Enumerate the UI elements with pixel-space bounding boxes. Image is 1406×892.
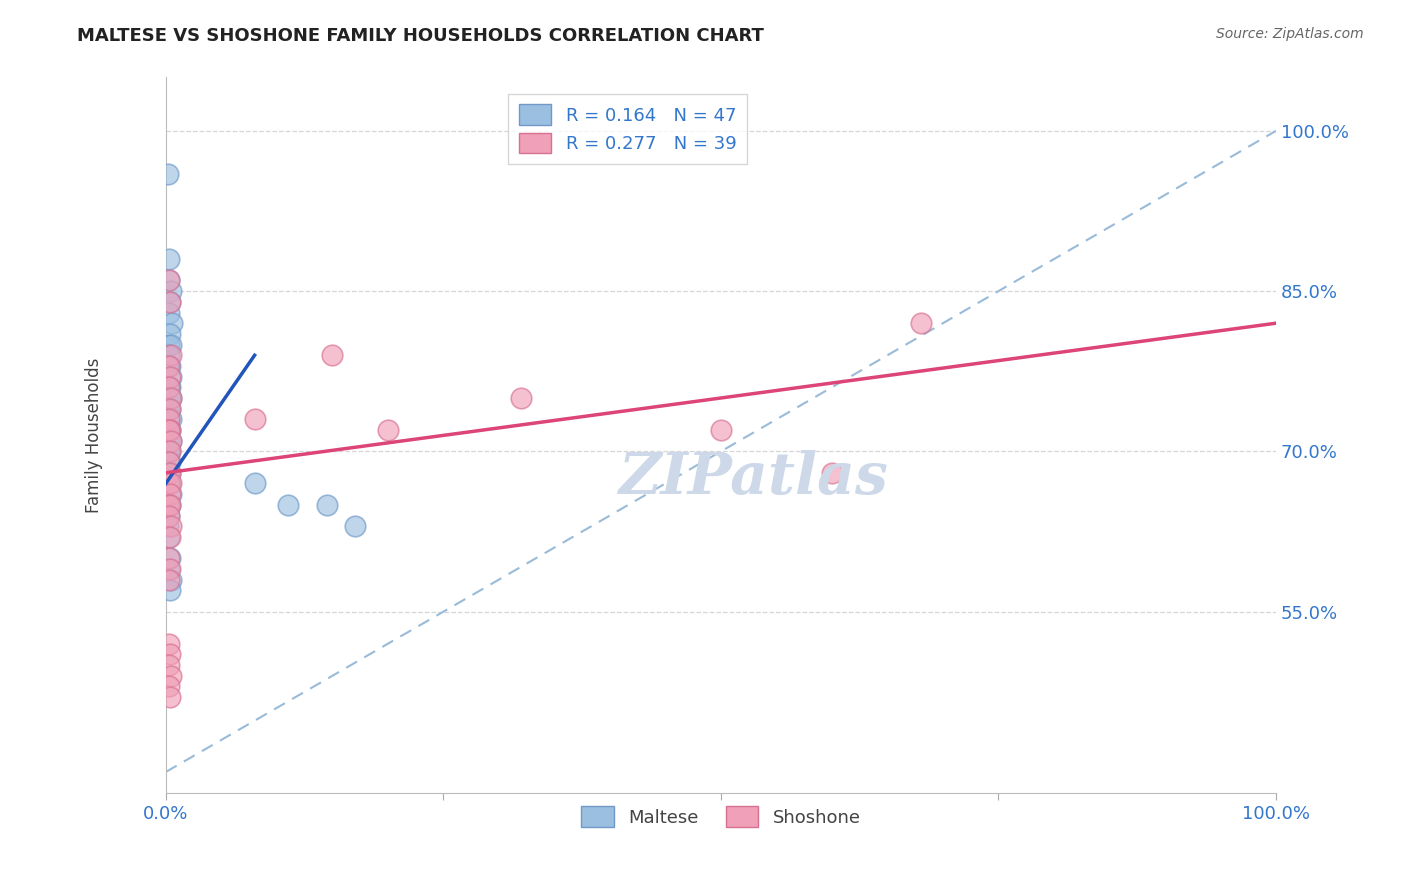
Point: [243, 412, 266, 426]
Point: [157, 348, 180, 362]
Point: [157, 573, 180, 587]
Point: [157, 380, 180, 394]
Point: [160, 487, 183, 501]
Point: [157, 508, 180, 523]
Point: [160, 476, 183, 491]
Point: [157, 680, 180, 694]
Point: [159, 423, 181, 437]
Point: [910, 316, 932, 330]
Point: [157, 434, 180, 448]
Point: [157, 637, 180, 651]
Point: [159, 444, 181, 458]
Point: [157, 444, 180, 458]
Point: [157, 498, 180, 512]
Point: [159, 401, 181, 416]
Point: [159, 380, 181, 394]
Point: [159, 498, 181, 512]
Point: [157, 530, 180, 544]
Point: [157, 498, 180, 512]
Point: [157, 337, 180, 351]
Point: [343, 519, 366, 533]
Point: [159, 530, 181, 544]
Point: [157, 423, 180, 437]
Point: [243, 476, 266, 491]
Point: [159, 294, 181, 309]
Point: [157, 551, 180, 566]
Point: [510, 391, 533, 405]
Point: [157, 359, 180, 373]
Point: [157, 252, 180, 266]
Point: [157, 455, 180, 469]
Point: [157, 167, 180, 181]
Point: [157, 412, 180, 426]
Point: [377, 423, 399, 437]
Point: [160, 391, 183, 405]
Point: [159, 583, 181, 598]
Y-axis label: Family Households: Family Households: [86, 358, 103, 513]
Point: [160, 519, 183, 533]
Point: [159, 690, 181, 705]
Point: [157, 562, 180, 576]
Point: [159, 326, 181, 341]
Point: [157, 273, 180, 287]
Point: [157, 508, 180, 523]
Point: [160, 348, 183, 362]
Point: [160, 284, 183, 298]
Point: [159, 466, 181, 480]
Text: ZIPatlas: ZIPatlas: [619, 450, 889, 507]
Point: [159, 369, 181, 384]
Point: [157, 423, 180, 437]
Point: [159, 466, 181, 480]
Point: [159, 455, 181, 469]
Point: [160, 434, 183, 448]
Point: [162, 316, 184, 330]
Point: [159, 498, 181, 512]
Point: [160, 391, 183, 405]
Point: [159, 359, 181, 373]
Point: [710, 423, 733, 437]
Point: [321, 348, 343, 362]
Point: [157, 412, 180, 426]
Point: [160, 369, 183, 384]
Point: [160, 573, 183, 587]
Point: [315, 498, 337, 512]
Point: [157, 455, 180, 469]
Point: [157, 273, 180, 287]
Point: [157, 380, 180, 394]
Point: [159, 562, 181, 576]
Point: [821, 466, 844, 480]
Point: [159, 391, 181, 405]
Text: MALTESE VS SHOSHONE FAMILY HOUSEHOLDS CORRELATION CHART: MALTESE VS SHOSHONE FAMILY HOUSEHOLDS CO…: [77, 27, 765, 45]
Point: [160, 412, 183, 426]
Point: [157, 466, 180, 480]
Point: [159, 423, 181, 437]
Point: [159, 401, 181, 416]
Point: [157, 359, 180, 373]
Point: [157, 519, 180, 533]
Point: [160, 669, 183, 683]
Point: [159, 444, 181, 458]
Point: [159, 551, 181, 566]
Point: [159, 487, 181, 501]
Point: [159, 294, 181, 309]
Point: [159, 476, 181, 491]
Point: [160, 434, 183, 448]
Point: [157, 476, 180, 491]
Point: [157, 401, 180, 416]
Legend: Maltese, Shoshone: Maltese, Shoshone: [574, 799, 868, 834]
Point: [157, 658, 180, 673]
Point: [160, 337, 183, 351]
Point: [157, 305, 180, 319]
Text: Source: ZipAtlas.com: Source: ZipAtlas.com: [1216, 27, 1364, 41]
Point: [277, 498, 299, 512]
Point: [159, 648, 181, 662]
